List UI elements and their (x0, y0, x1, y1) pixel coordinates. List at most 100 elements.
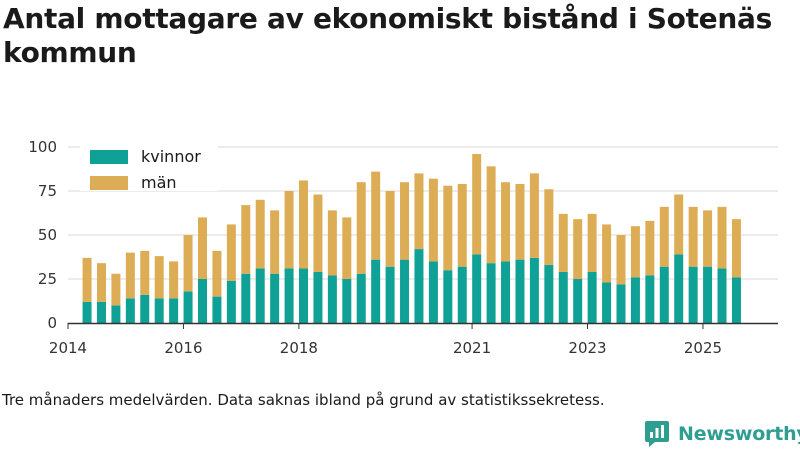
bar-män-25 (443, 185, 453, 271)
x-tick-label-2018: 2018 (280, 339, 318, 357)
bar-kvinnor-19 (356, 273, 366, 323)
bar-kvinnor-40 (659, 266, 669, 323)
bar-män-44 (717, 206, 727, 269)
bar-män-37 (616, 235, 626, 285)
brand-name: Newsworthy (678, 423, 800, 445)
bar-män-1 (96, 263, 106, 302)
bar-män-7 (183, 235, 193, 292)
bar-män-4 (140, 250, 150, 295)
newsworthy-logo-icon (645, 421, 669, 447)
bar-män-27 (472, 154, 482, 255)
bar-män-3 (125, 252, 135, 299)
bar-män-26 (457, 183, 467, 267)
bar-män-41 (674, 194, 684, 255)
bar-kvinnor-15 (299, 268, 309, 323)
bar-män-0 (82, 257, 92, 302)
bar-män-40 (659, 206, 669, 267)
bar-kvinnor-11 (241, 273, 251, 323)
bar-kvinnor-33 (558, 271, 568, 323)
bar-kvinnor-16 (313, 271, 323, 323)
bar-kvinnor-14 (284, 268, 294, 323)
bar-kvinnor-29 (501, 261, 511, 323)
bar-kvinnor-45 (731, 277, 741, 323)
legend-swatch-män (90, 176, 128, 190)
bar-män-6 (169, 261, 179, 299)
bar-kvinnor-25 (443, 270, 453, 323)
bar-män-19 (356, 182, 366, 274)
bar-kvinnor-7 (183, 291, 193, 323)
bar-män-17 (327, 210, 337, 276)
bar-kvinnor-8 (197, 279, 207, 323)
newsworthy-logo: Newsworthy (644, 420, 800, 448)
bar-kvinnor-34 (573, 279, 583, 323)
bar-män-28 (486, 166, 496, 264)
bar-kvinnor-44 (717, 268, 727, 323)
bar-män-35 (587, 213, 597, 272)
chart-caption: Tre månaders medelvärden. Data saknas ib… (2, 391, 605, 409)
bar-män-18 (342, 217, 352, 279)
bar-kvinnor-37 (616, 284, 626, 323)
bar-män-36 (602, 224, 612, 283)
bar-kvinnor-32 (544, 264, 554, 323)
bar-kvinnor-1 (96, 301, 106, 323)
bar-kvinnor-23 (414, 249, 424, 323)
bar-kvinnor-2 (111, 305, 121, 323)
bar-män-45 (731, 219, 741, 278)
bar-kvinnor-41 (674, 254, 684, 323)
bar-kvinnor-6 (169, 298, 179, 323)
bar-män-8 (197, 217, 207, 279)
bar-kvinnor-3 (125, 298, 135, 323)
bar-män-43 (703, 210, 713, 267)
x-tick-label-2016: 2016 (164, 339, 202, 357)
bar-män-24 (428, 178, 438, 262)
bar-kvinnor-39 (645, 275, 655, 323)
bar-kvinnor-17 (327, 275, 337, 323)
bar-män-42 (688, 206, 698, 267)
y-tick-label-75: 75 (38, 182, 57, 200)
bar-män-30 (515, 183, 525, 260)
bar-män-5 (154, 256, 164, 299)
bar-män-14 (284, 191, 294, 269)
chart-title: Antal mottagare av ekonomiskt bistånd i … (3, 2, 772, 69)
bar-män-32 (544, 189, 554, 265)
bar-män-10 (226, 224, 236, 281)
bar-män-38 (630, 226, 640, 278)
bar-kvinnor-22 (400, 259, 410, 323)
y-tick-label-100: 100 (28, 138, 57, 156)
bar-kvinnor-31 (529, 257, 539, 323)
bar-kvinnor-42 (688, 266, 698, 323)
y-tick-label-0: 0 (47, 314, 57, 332)
bar-kvinnor-27 (472, 254, 482, 323)
bar-kvinnor-36 (602, 282, 612, 323)
bar-män-20 (371, 171, 381, 260)
bar-kvinnor-35 (587, 271, 597, 323)
bar-kvinnor-26 (457, 266, 467, 323)
bar-män-2 (111, 273, 121, 306)
bar-kvinnor-5 (154, 298, 164, 323)
bar-kvinnor-0 (82, 301, 92, 323)
bar-kvinnor-18 (342, 279, 352, 323)
bar-män-21 (385, 191, 395, 267)
bar-kvinnor-12 (255, 268, 265, 323)
bar-män-33 (558, 213, 568, 272)
bar-män-39 (645, 220, 655, 276)
x-tick-label-2014: 2014 (49, 339, 87, 357)
bar-kvinnor-4 (140, 294, 150, 323)
bar-kvinnor-13 (270, 273, 280, 323)
bar-kvinnor-9 (212, 296, 222, 323)
bar-kvinnor-38 (630, 277, 640, 323)
legend-label-kvinnor: kvinnor (141, 147, 201, 166)
bar-män-13 (270, 210, 280, 274)
y-tick-label-25: 25 (38, 270, 57, 288)
bar-män-23 (414, 173, 424, 250)
bar-män-11 (241, 205, 251, 274)
bar-män-29 (501, 182, 511, 262)
y-tick-label-50: 50 (38, 226, 57, 244)
bar-män-34 (573, 219, 583, 279)
x-tick-label-2023: 2023 (568, 339, 606, 357)
bar-män-22 (400, 182, 410, 260)
bar-kvinnor-28 (486, 263, 496, 323)
bar-kvinnor-20 (371, 259, 381, 323)
bar-män-31 (529, 173, 539, 258)
